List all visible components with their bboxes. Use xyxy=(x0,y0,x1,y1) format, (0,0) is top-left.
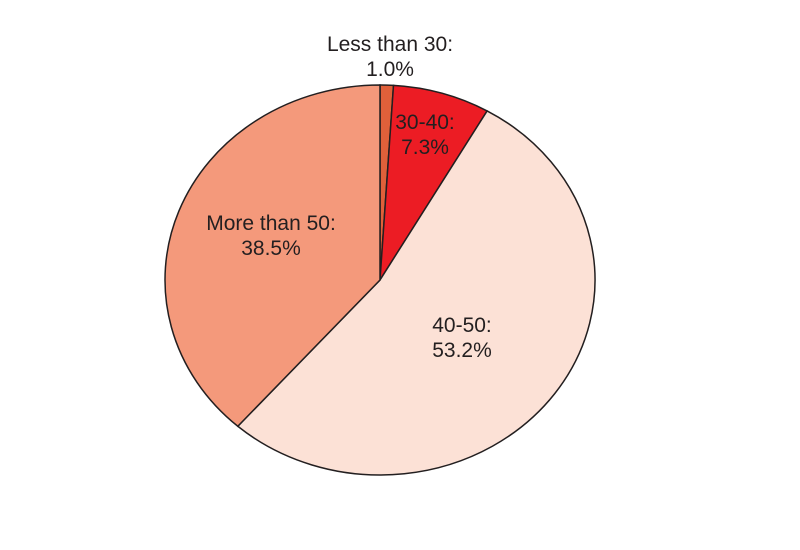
labels-layer: Less than 30:1.0% 30-40:7.3% 40-50:53.2% Mo… xyxy=(206,33,492,362)
slices-layer xyxy=(164,84,596,476)
slice-value-40-50: 53.2% xyxy=(432,339,492,362)
slice-value-30-40: 7.3% xyxy=(401,136,449,159)
slice-value-more-than-50: 38.5% xyxy=(241,237,301,260)
pie-slice-30-40 xyxy=(379,84,489,281)
slice-label-less-than-30: Less than 30: xyxy=(327,33,453,56)
slice-label-40-50: 40-50: xyxy=(432,314,492,337)
pie-slice-more-than-50 xyxy=(164,84,381,428)
pie-slice-40-50 xyxy=(236,109,596,476)
slice-label-30-40: 30-40: xyxy=(395,111,455,134)
slice-label-more-than-50: More than 50: xyxy=(206,212,336,235)
slice-value-less-than-30: 1.0% xyxy=(366,58,414,81)
